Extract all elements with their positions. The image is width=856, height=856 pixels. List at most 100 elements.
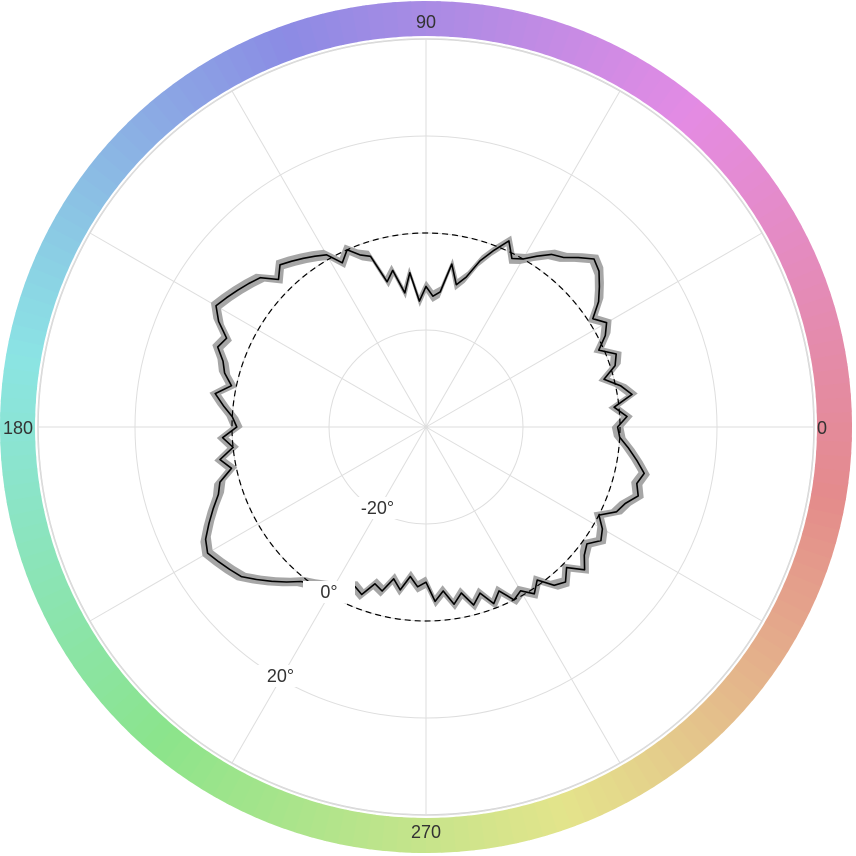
hue-ring-segment xyxy=(148,91,186,131)
hue-ring-segment xyxy=(757,618,798,653)
hue-ring-segment xyxy=(781,249,821,281)
hue-ring-segment xyxy=(704,127,743,166)
hue-ring-segment xyxy=(435,1,456,37)
hue-ring-segment xyxy=(81,656,121,693)
reference-circle xyxy=(231,232,621,622)
hue-ring-segment xyxy=(747,185,788,220)
hue-ring-segment xyxy=(816,436,852,457)
hue-ring-segment xyxy=(585,776,617,817)
hue-ring-segment xyxy=(707,685,746,723)
hue-ring-segment xyxy=(542,20,572,60)
hue-ring-segment xyxy=(633,748,668,789)
hue-ring-segment xyxy=(605,48,639,89)
hue-ring-segment xyxy=(276,21,306,62)
hue-ring-segment xyxy=(187,751,223,791)
hue-ring-segment xyxy=(677,714,715,754)
hue-ring-segment xyxy=(694,117,733,156)
series-line xyxy=(204,240,645,606)
hue-ring-segment xyxy=(25,560,66,591)
hue-ring-segment xyxy=(609,763,643,804)
radial-label-background xyxy=(254,665,307,688)
hue-ring-segment xyxy=(791,277,832,307)
hue-ring-segment xyxy=(87,153,127,190)
hue-ring-segment xyxy=(0,397,36,418)
hue-ring-segment xyxy=(716,675,756,713)
hue-ring-segment xyxy=(49,610,90,644)
angle-tick-label: 180 xyxy=(3,418,33,438)
radial-tick-label: -20° xyxy=(361,498,394,518)
hue-ring-segment xyxy=(644,740,680,781)
hue-ring-segment xyxy=(742,642,782,678)
hue-ring-segment xyxy=(16,534,56,563)
radial-tick-label: 0° xyxy=(320,582,337,602)
hue-ring-segment xyxy=(12,521,52,549)
hue-ring-segment xyxy=(78,164,118,201)
hue-ring-segment xyxy=(252,784,284,824)
hue-ring-segment xyxy=(793,543,833,573)
series-band xyxy=(200,235,650,611)
hue-ring-segment xyxy=(533,797,562,837)
hue-ring-segment xyxy=(722,149,762,187)
hue-ring-segment xyxy=(64,634,105,669)
hue-ring-segment xyxy=(116,120,155,159)
hue-ring-segment xyxy=(593,42,626,82)
hue-ring-segment xyxy=(755,197,795,232)
series-path xyxy=(204,240,645,606)
hue-ring-segment xyxy=(209,50,243,91)
hue-ring-segment xyxy=(72,645,113,681)
angle-tick-label: 90 xyxy=(416,12,436,32)
hue-ring-segment xyxy=(24,267,64,298)
hue-ring-segment xyxy=(20,547,61,577)
angle-tick-label: 0 xyxy=(817,418,827,438)
hue-ring-segment xyxy=(36,586,77,618)
hue-ring-segment xyxy=(152,726,189,766)
series-uncertainty-band xyxy=(200,235,650,611)
hue-ring-segment xyxy=(41,227,81,260)
hue-ring-segment xyxy=(47,214,88,248)
hue-ring-segment xyxy=(788,556,828,587)
hue-ring-segment xyxy=(290,17,319,57)
hue-ring-segment xyxy=(62,188,102,224)
hue-ring-segment xyxy=(725,664,765,701)
hue-ring-segment xyxy=(597,770,630,810)
hue-ring-segment xyxy=(31,573,71,605)
hue-ring-segment xyxy=(769,223,809,256)
hue-ring-segment xyxy=(655,732,692,772)
hue-ring-segment xyxy=(106,131,145,169)
hue-ring-segment xyxy=(617,55,652,96)
hue-ring-segment xyxy=(713,138,753,176)
hue-ring-segment xyxy=(572,782,604,822)
hue-ring-segment xyxy=(126,110,165,149)
radial-label-background xyxy=(351,497,404,520)
hue-ring-segment xyxy=(520,801,548,841)
radial-label-background xyxy=(303,581,355,604)
hue-ring-segment xyxy=(239,778,271,818)
hue-ring-segment xyxy=(555,25,586,65)
hue-ring-segment xyxy=(559,787,590,828)
hue-ring-segment xyxy=(226,772,259,812)
hue-ring-segment xyxy=(666,723,704,763)
hue-ring-segment xyxy=(697,695,736,734)
hue-ring-segment xyxy=(777,582,817,614)
angle-tick-label: 270 xyxy=(411,822,441,842)
hue-ring-segment xyxy=(175,743,211,783)
hue-ring-segment xyxy=(396,817,417,853)
hue-ring-segment xyxy=(783,569,823,601)
hue-ring-segment xyxy=(621,756,656,796)
hue-ring-segment xyxy=(137,100,175,140)
hue-ring-segment xyxy=(775,236,816,268)
angle-tick-labels: 0 90 180 270 xyxy=(3,12,827,842)
hue-ring-segment xyxy=(762,210,803,244)
grid-spoke xyxy=(425,232,763,428)
hue-ring-segment xyxy=(172,73,208,114)
hue-ring-segment xyxy=(771,594,811,627)
hue-ring-segment xyxy=(687,705,726,744)
hue-ring-segment xyxy=(262,26,293,67)
hue-ring-segment xyxy=(786,263,827,294)
hue-ring-segment xyxy=(750,630,790,666)
hue-ring-segment xyxy=(43,598,83,631)
hue-ring-segment xyxy=(19,281,59,311)
hue-ring-segment xyxy=(816,422,852,442)
